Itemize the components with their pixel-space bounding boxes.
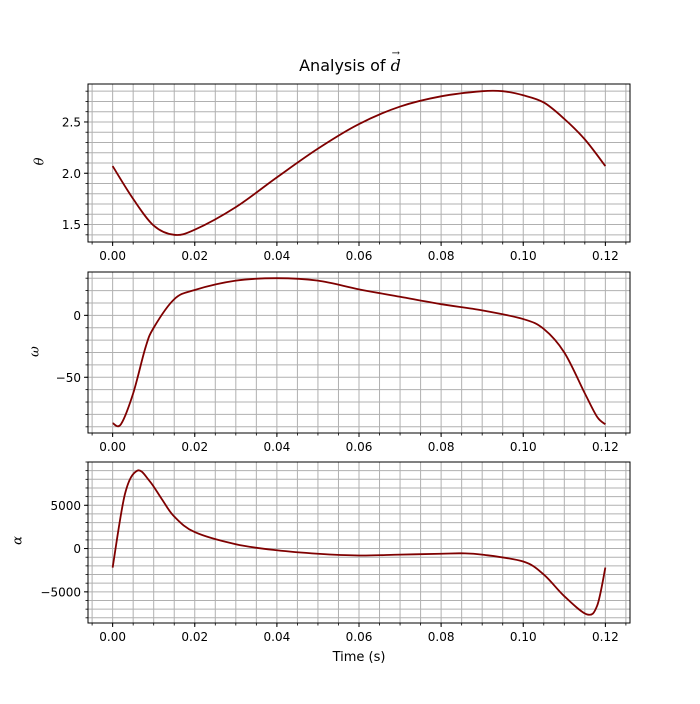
y-tick-label: −50 — [56, 371, 81, 385]
x-tick-label: 0.04 — [264, 440, 291, 454]
x-tick-label: 0.00 — [99, 249, 126, 263]
x-tick-label: 0.06 — [346, 630, 373, 644]
y-tick-label: 0 — [73, 542, 81, 556]
chart-title-vector: d — [391, 56, 401, 75]
subplot-1: 0.00 0.02 0.04 0.06 0.08 0.10 0.12 1.5 2.0 2.5 — [62, 83, 631, 263]
series-line-omega — [112, 277, 606, 428]
x-tick-label: 0.02 — [181, 630, 208, 644]
x-tick-label: 0.12 — [592, 249, 619, 263]
x-tick-label: 0.08 — [428, 630, 455, 644]
y-tick-label: 0 — [73, 309, 81, 323]
x-tick-label: 0.12 — [592, 440, 619, 454]
axes-frame — [87, 461, 631, 624]
y-tick-label: −5000 — [40, 585, 81, 599]
x-tick-label: 0.12 — [592, 630, 619, 644]
x-tick-label: 0.10 — [510, 249, 537, 263]
x-tick-label: 0.06 — [346, 440, 373, 454]
y-tick-label: 2.5 — [62, 115, 81, 129]
y-tick-label: 2.0 — [62, 167, 81, 181]
x-tick-label: 0.08 — [428, 249, 455, 263]
y-tick-label: 1.5 — [62, 218, 81, 232]
ylabel-alpha: α — [10, 536, 26, 545]
x-tick-label: 0.00 — [99, 440, 126, 454]
subplot-3: 0.00 0.02 0.04 0.06 0.08 0.10 0.12 −5000 0 5000 — [40, 461, 631, 644]
series-line-alpha — [111, 469, 607, 616]
x-tick-label: 0.00 — [99, 630, 126, 644]
y-tick-label: 5000 — [50, 499, 81, 513]
chart-title: Analysis of d — [0, 56, 700, 75]
x-tick-label: 0.04 — [264, 249, 291, 263]
x-tick-label: 0.02 — [181, 249, 208, 263]
x-tick-label: 0.06 — [346, 249, 373, 263]
chart-title-text: Analysis of — [299, 56, 386, 75]
x-tick-label: 0.08 — [428, 440, 455, 454]
axes-frame — [87, 83, 631, 243]
series-line-theta — [111, 89, 607, 236]
x-tick-label: 0.10 — [510, 440, 537, 454]
x-tick-label: 0.02 — [181, 440, 208, 454]
ylabel-omega: ω — [27, 346, 43, 357]
x-tick-label: 0.10 — [510, 630, 537, 644]
subplot-2: 0.00 0.02 0.04 0.06 0.08 0.10 0.12 −50 0 — [56, 271, 631, 454]
xlabel: Time (s) — [332, 650, 386, 665]
axes-frame — [87, 271, 631, 434]
ylabel-theta: θ — [32, 157, 48, 166]
x-tick-label: 0.04 — [264, 630, 291, 644]
